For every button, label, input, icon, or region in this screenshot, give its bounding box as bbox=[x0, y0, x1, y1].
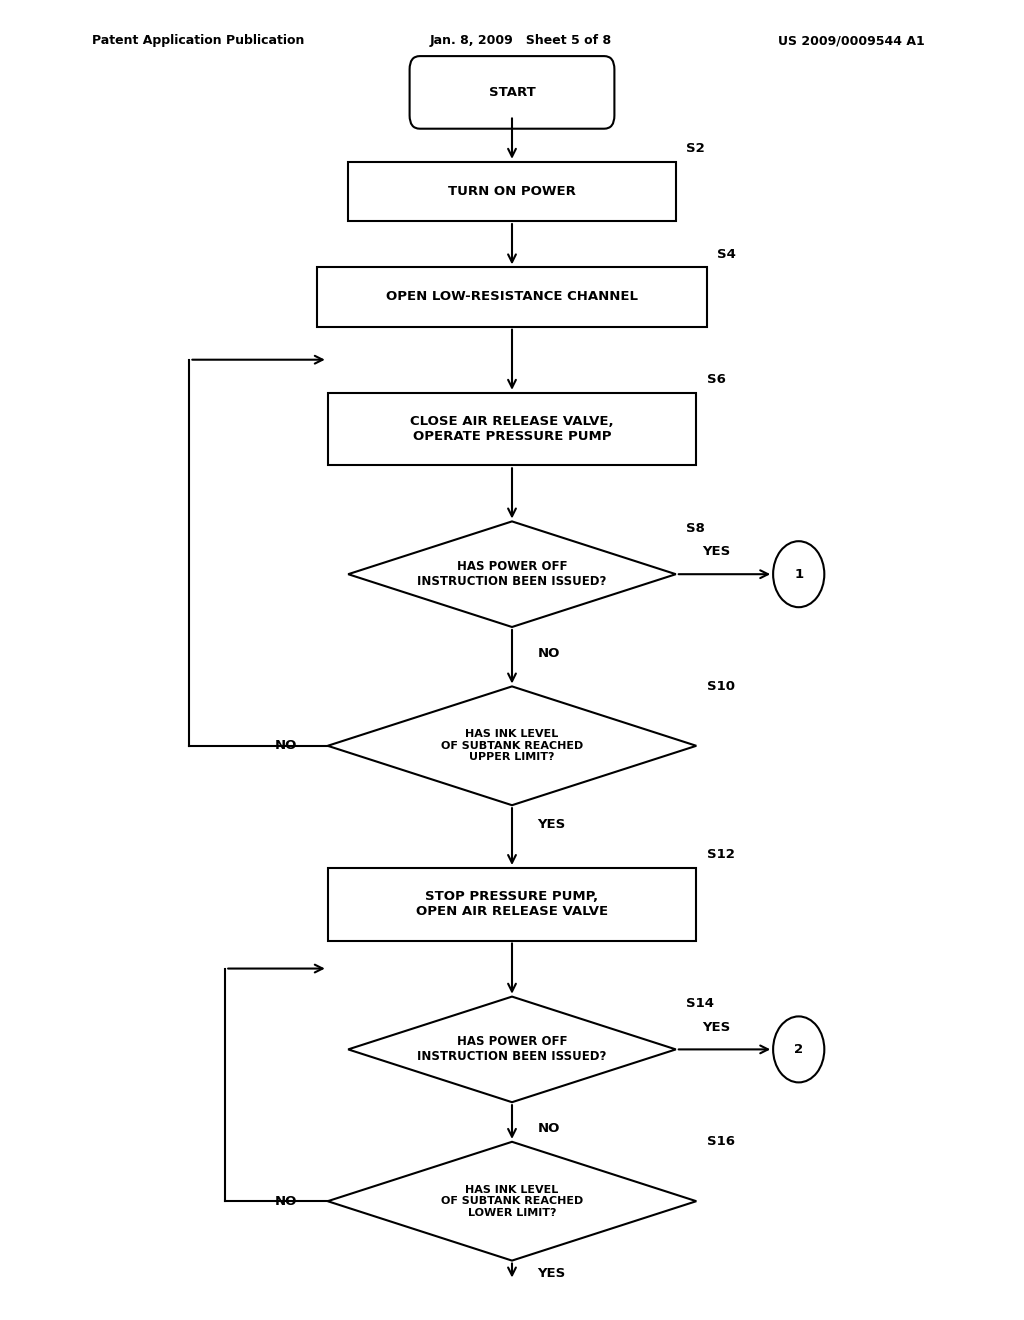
Text: CLOSE AIR RELEASE VALVE,
OPERATE PRESSURE PUMP: CLOSE AIR RELEASE VALVE, OPERATE PRESSUR… bbox=[411, 414, 613, 444]
Text: HAS INK LEVEL
OF SUBTANK REACHED
UPPER LIMIT?: HAS INK LEVEL OF SUBTANK REACHED UPPER L… bbox=[441, 729, 583, 763]
FancyBboxPatch shape bbox=[328, 392, 696, 465]
Text: STOP PRESSURE PUMP,
OPEN AIR RELEASE VALVE: STOP PRESSURE PUMP, OPEN AIR RELEASE VAL… bbox=[416, 890, 608, 919]
Text: HAS POWER OFF
INSTRUCTION BEEN ISSUED?: HAS POWER OFF INSTRUCTION BEEN ISSUED? bbox=[418, 560, 606, 589]
Text: NO: NO bbox=[538, 647, 560, 660]
Text: S2: S2 bbox=[686, 143, 705, 156]
Text: YES: YES bbox=[538, 1267, 566, 1280]
Text: HAS INK LEVEL
OF SUBTANK REACHED
LOWER LIMIT?: HAS INK LEVEL OF SUBTANK REACHED LOWER L… bbox=[441, 1184, 583, 1218]
Text: NO: NO bbox=[274, 739, 297, 752]
Polygon shape bbox=[328, 686, 696, 805]
Text: YES: YES bbox=[702, 1020, 731, 1034]
Circle shape bbox=[773, 1016, 824, 1082]
Text: TURN ON POWER: TURN ON POWER bbox=[449, 185, 575, 198]
Text: HAS POWER OFF
INSTRUCTION BEEN ISSUED?: HAS POWER OFF INSTRUCTION BEEN ISSUED? bbox=[418, 1035, 606, 1064]
Text: S10: S10 bbox=[707, 680, 734, 693]
Text: NO: NO bbox=[274, 1195, 297, 1208]
Text: S16: S16 bbox=[707, 1135, 734, 1148]
Text: Patent Application Publication: Patent Application Publication bbox=[92, 34, 304, 48]
Polygon shape bbox=[328, 1142, 696, 1261]
Text: S12: S12 bbox=[707, 849, 734, 861]
FancyBboxPatch shape bbox=[348, 161, 676, 220]
Text: 1: 1 bbox=[795, 568, 803, 581]
FancyBboxPatch shape bbox=[410, 55, 614, 128]
Text: NO: NO bbox=[538, 1122, 560, 1135]
Text: FIG. 7A: FIG. 7A bbox=[450, 63, 574, 92]
Text: 2: 2 bbox=[795, 1043, 803, 1056]
Text: START: START bbox=[488, 86, 536, 99]
FancyBboxPatch shape bbox=[317, 267, 707, 326]
Text: YES: YES bbox=[702, 545, 731, 558]
FancyBboxPatch shape bbox=[328, 869, 696, 940]
Text: S4: S4 bbox=[717, 248, 735, 261]
Text: OPEN LOW-RESISTANCE CHANNEL: OPEN LOW-RESISTANCE CHANNEL bbox=[386, 290, 638, 304]
Polygon shape bbox=[348, 997, 676, 1102]
Polygon shape bbox=[348, 521, 676, 627]
Text: S8: S8 bbox=[686, 521, 705, 535]
Text: S14: S14 bbox=[686, 997, 714, 1010]
Text: YES: YES bbox=[538, 818, 566, 832]
Text: US 2009/0009544 A1: US 2009/0009544 A1 bbox=[778, 34, 925, 48]
Text: Jan. 8, 2009   Sheet 5 of 8: Jan. 8, 2009 Sheet 5 of 8 bbox=[430, 34, 612, 48]
Text: S6: S6 bbox=[707, 374, 725, 385]
Circle shape bbox=[773, 541, 824, 607]
